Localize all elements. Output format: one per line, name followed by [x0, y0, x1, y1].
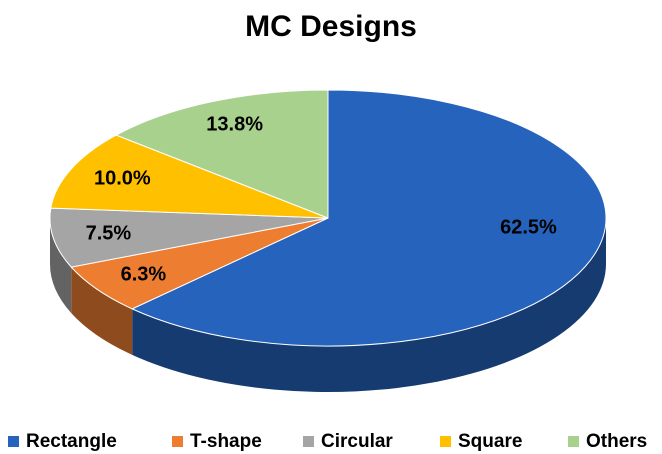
legend-swatch [568, 436, 579, 447]
slice [49, 207, 329, 268]
slice-side [71, 267, 133, 355]
legend-swatch [303, 436, 314, 447]
slice [130, 89, 607, 347]
data-label: 10.0% [94, 167, 151, 189]
data-label: 62.5% [500, 216, 557, 238]
legend-swatch [172, 436, 183, 447]
data-label: 7.5% [86, 222, 132, 244]
slice-side [50, 218, 72, 314]
data-label: 13.8% [206, 113, 263, 135]
legend-swatch [440, 436, 451, 447]
legend-label: Circular [321, 431, 393, 452]
legend-label: Square [458, 431, 522, 452]
data-label: 6.3% [121, 263, 167, 285]
slice-side [132, 218, 606, 392]
legend-label: Rectangle [26, 431, 117, 452]
legend-swatch [8, 436, 19, 447]
legend-label: Others [586, 431, 647, 452]
legend-label: T-shape [190, 431, 262, 452]
chart-title: MC Designs [245, 10, 417, 43]
slice [115, 89, 329, 219]
slice [50, 134, 329, 219]
